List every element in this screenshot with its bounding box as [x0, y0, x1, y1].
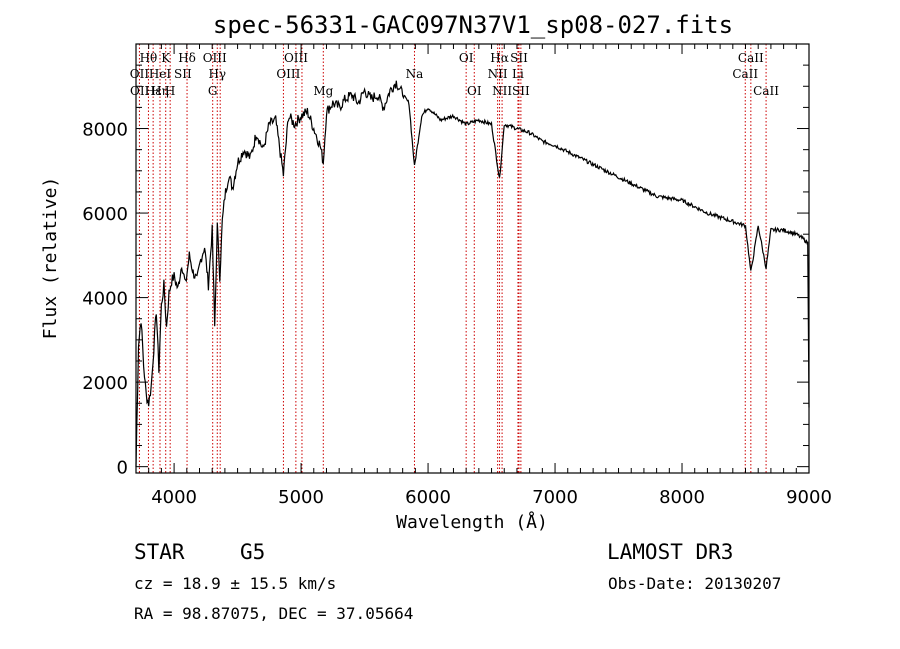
y-tick-label: 0	[117, 458, 128, 479]
emission-line-label: OI	[459, 51, 474, 65]
emission-line-label: Hδ	[178, 51, 196, 65]
y-tick-label: 8000	[82, 120, 128, 141]
y-tick-label: 2000	[82, 373, 128, 394]
x-tick-label: 8000	[659, 487, 705, 508]
x-axis-label: Wavelength (Å)	[396, 511, 548, 533]
emission-line-label: CaII	[753, 84, 779, 98]
y-tick-label: 4000	[82, 289, 128, 310]
emission-line-label: OIII	[276, 67, 300, 81]
plot-frame	[135, 43, 810, 474]
emission-line-label: NII	[492, 84, 512, 98]
emission-line-label: OII	[130, 84, 150, 98]
x-tick-label: 7000	[532, 487, 578, 508]
emission-line-label: CaII	[732, 67, 758, 81]
emission-line-label: OIII	[203, 51, 227, 65]
emission-line-label: NII	[488, 67, 508, 81]
object-subclass: G5	[240, 540, 266, 564]
emission-line-label: Hε	[145, 84, 162, 98]
survey-name: LAMOST DR3	[607, 540, 734, 564]
x-tick-label: 5000	[278, 487, 324, 508]
x-tick-label: 9000	[786, 487, 832, 508]
emission-line-label: OI	[467, 84, 482, 98]
emission-line-label: SII	[512, 84, 530, 98]
coordinates-readout: RA = 98.87075, DEC = 37.05664	[134, 604, 414, 623]
chart-title: spec-56331-GAC097N37V1_sp08-027.fits	[213, 11, 733, 39]
emission-line-label: SII	[510, 51, 528, 65]
redshift-readout: cz = 18.9 ± 15.5 km/s	[134, 574, 337, 593]
x-tick-label: 4000	[151, 487, 197, 508]
y-tick-label: 6000	[82, 204, 128, 225]
x-axis-ticks: 4000 5000 6000 7000 8000 9000	[135, 44, 832, 508]
x-tick-label: 6000	[405, 487, 451, 508]
emission-line-label: H	[165, 84, 175, 98]
emission-line-label: OII	[130, 67, 150, 81]
emission-line-label: SII	[174, 67, 192, 81]
emission-line-label: OIII	[284, 51, 308, 65]
emission-line-label: CaII	[738, 51, 764, 65]
emission-line-label: Hα	[490, 51, 509, 65]
observation-date: Obs-Date: 20130207	[608, 574, 782, 593]
object-class: STAR	[134, 540, 185, 564]
spectrum-line	[135, 80, 810, 467]
emission-line-label: Mg	[313, 84, 333, 98]
emission-line-label: Hη	[151, 84, 169, 98]
emission-line-label: Na	[406, 67, 424, 81]
emission-line-label: K	[161, 51, 171, 65]
emission-line-label: Hθ	[140, 51, 158, 65]
y-axis-label: Flux (relative)	[40, 177, 61, 340]
emission-line-markers	[138, 44, 767, 473]
emission-line-label: Hγ	[208, 67, 226, 81]
emission-line-label: Li	[512, 67, 524, 81]
emission-line-label: HeI	[149, 67, 172, 81]
y-axis-ticks: 0 2000 4000 6000 8000	[82, 64, 809, 479]
emission-line-label: G	[208, 84, 218, 98]
